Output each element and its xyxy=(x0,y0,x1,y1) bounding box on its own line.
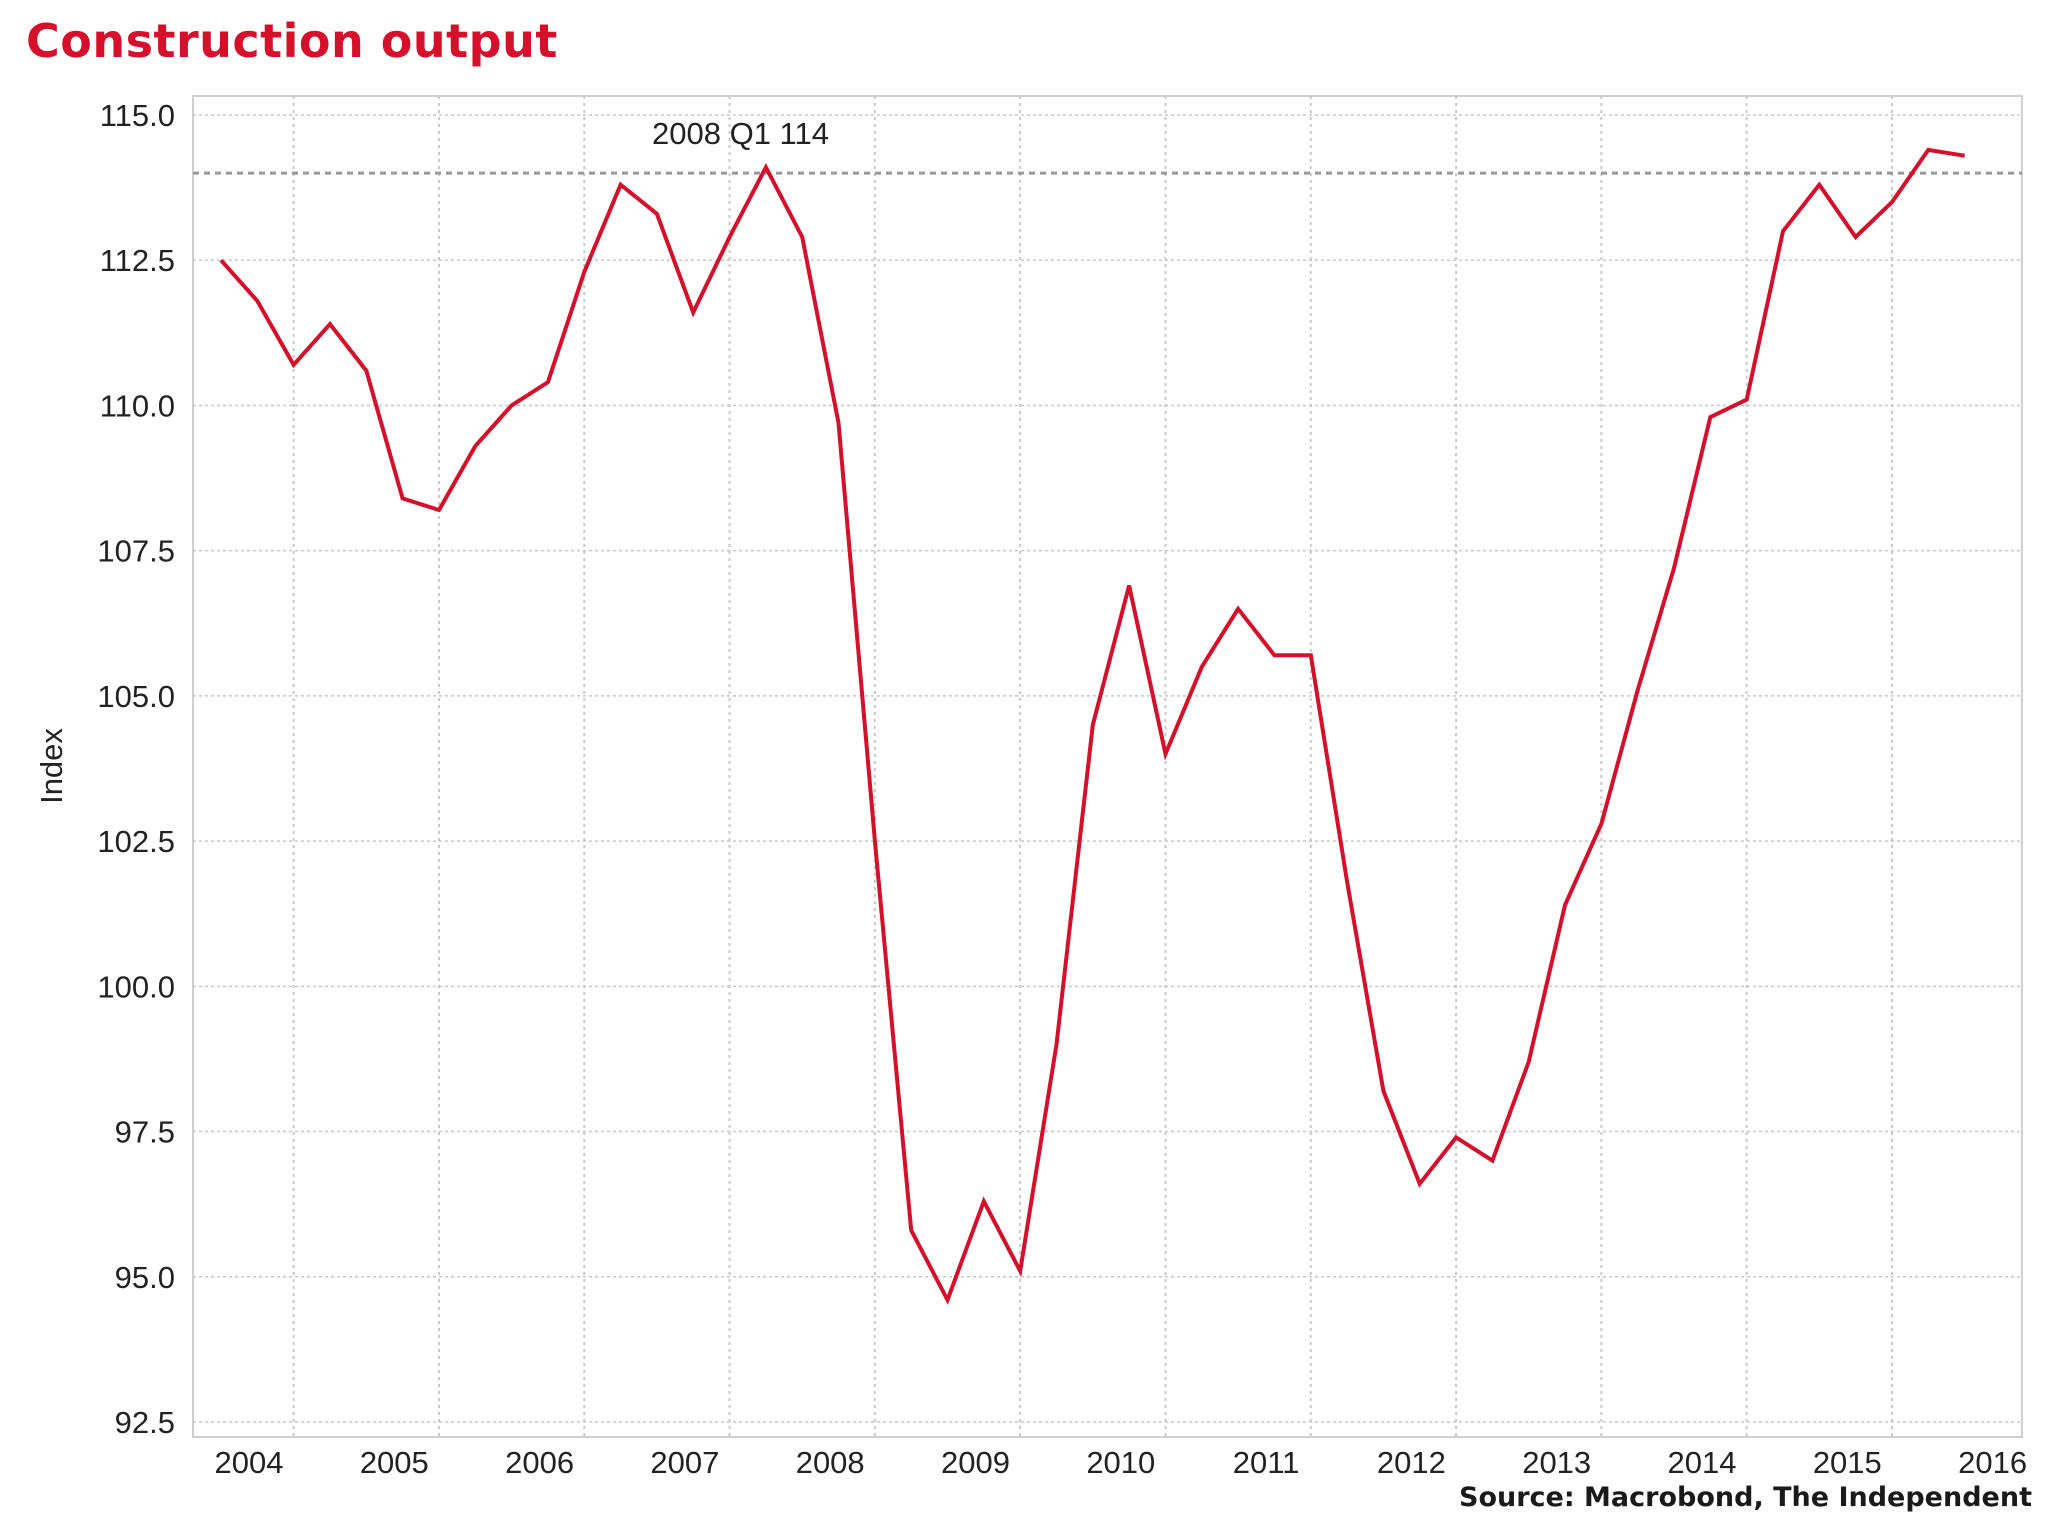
x-tick-label: 2004 xyxy=(215,1445,284,1480)
x-axis-ticks: 2004 2005 2006 2007 2008 2009 2010 2011 2012 2013… xyxy=(215,1445,2028,1480)
x-tick-label: 2016 xyxy=(1958,1445,2027,1480)
x-tick-label: 2006 xyxy=(505,1445,574,1480)
plot-frame xyxy=(192,95,2023,1438)
x-tick-label: 2005 xyxy=(360,1445,429,1480)
x-tick-label: 2011 xyxy=(1233,1445,1300,1480)
x-tick-label: 2008 xyxy=(796,1445,865,1480)
peak-annotation: 2008 Q1 114 xyxy=(652,116,829,151)
x-tick-label: 2014 xyxy=(1668,1445,1737,1480)
x-tick-label: 2007 xyxy=(650,1445,719,1480)
y-tick-label: 105.0 xyxy=(97,679,175,714)
y-axis-label: Index xyxy=(34,728,69,804)
x-tick-label: 2009 xyxy=(941,1445,1010,1480)
x-tick-label: 2010 xyxy=(1086,1445,1155,1480)
chart-title: Construction output xyxy=(26,14,558,68)
y-tick-label: 110.0 xyxy=(100,388,175,423)
y-tick-label: 107.5 xyxy=(97,534,175,569)
y-tick-label: 92.5 xyxy=(115,1405,175,1440)
y-tick-label: 102.5 xyxy=(97,824,175,859)
x-tick-label: 2015 xyxy=(1813,1445,1882,1480)
grid-layer xyxy=(193,96,2022,1437)
x-tick-label: 2012 xyxy=(1377,1445,1446,1480)
y-tick-label: 115.0 xyxy=(100,98,175,133)
source-note: Source: Macrobond, The Independent xyxy=(1459,1482,2032,1513)
y-tick-label: 100.0 xyxy=(97,969,175,1004)
y-tick-label: 95.0 xyxy=(115,1260,175,1295)
y-axis-ticks: 92.5 95.0 97.5 100.0 102.5 105.0 107.5 110.0 112… xyxy=(97,98,175,1440)
y-tick-label: 112.5 xyxy=(100,243,175,278)
x-tick-label: 2013 xyxy=(1522,1445,1591,1480)
series-line-construction-output xyxy=(219,147,1965,1305)
y-tick-label: 97.5 xyxy=(115,1115,175,1150)
